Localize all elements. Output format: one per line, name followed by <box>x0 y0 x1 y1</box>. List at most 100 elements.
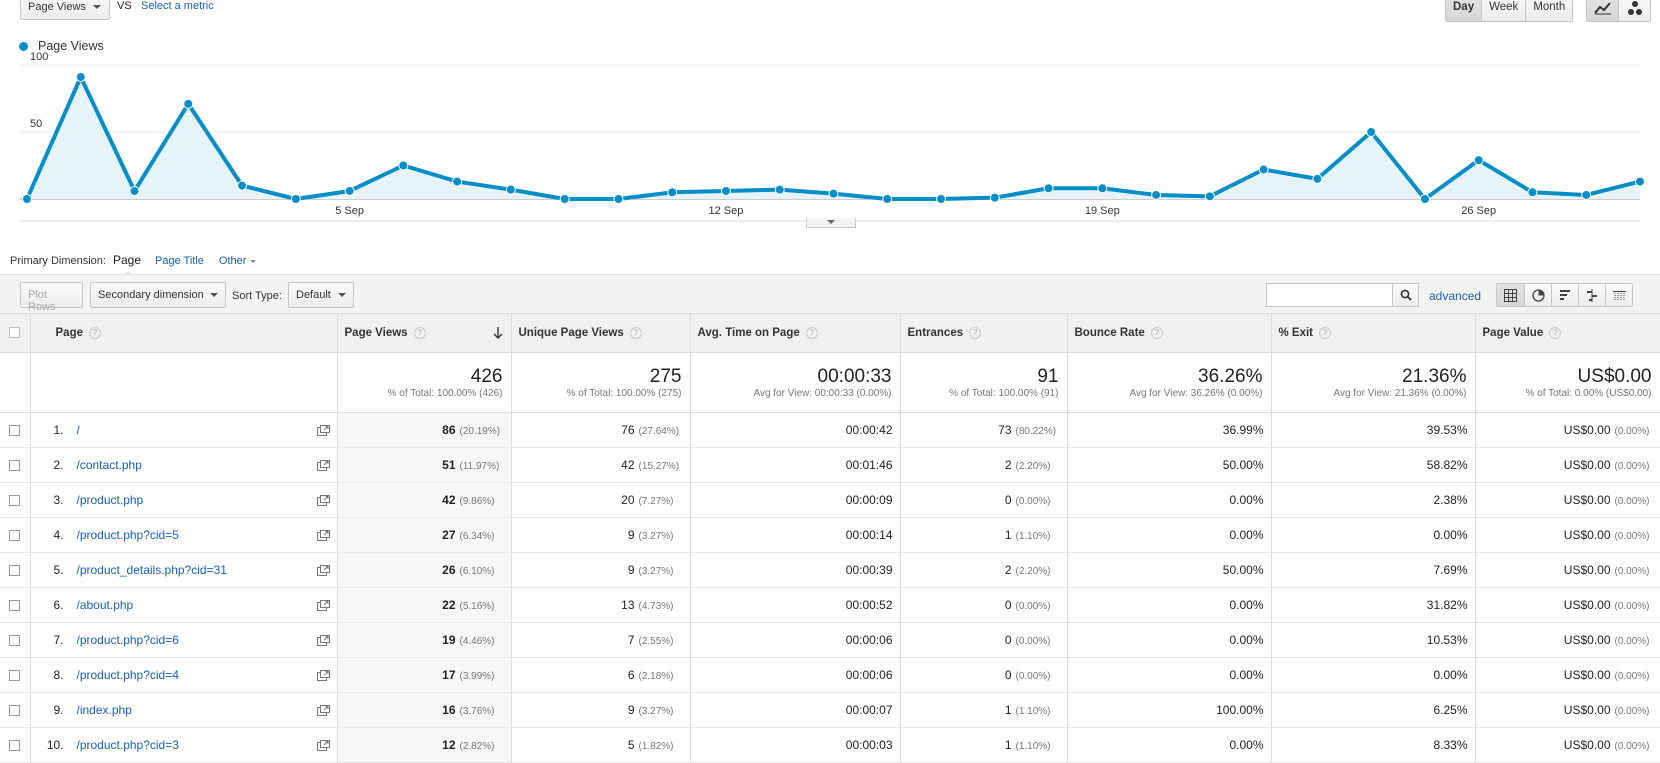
chevron-down-icon <box>210 293 218 297</box>
metric-select[interactable]: Page Views <box>20 0 110 20</box>
sort-type-select[interactable]: Default <box>288 282 354 308</box>
open-page-icon[interactable] <box>316 670 330 681</box>
open-page-icon[interactable] <box>316 705 330 716</box>
table-search-input[interactable] <box>1266 283 1403 307</box>
open-page-icon[interactable] <box>316 635 330 646</box>
table-row[interactable]: 4./product.php?cid=5 27 (6.34%) 9 (3.27%) 00:… <box>0 517 1660 553</box>
secondary-dimension-select[interactable]: Secondary dimension <box>90 282 226 308</box>
open-page-icon[interactable] <box>316 740 330 751</box>
total-unique-page-views: 275% of Total: 100.00% (275) <box>511 352 691 413</box>
help-icon[interactable]: ? <box>89 326 101 339</box>
help-icon[interactable]: ? <box>1150 326 1163 339</box>
chart-legend[interactable]: Page Views <box>19 39 104 53</box>
table-row[interactable]: 2./contact.php 51 (11.97%) 42 (15.27%) 00:01:… <box>0 447 1660 483</box>
table-row[interactable]: 9./index.php 16 (3.76%) 9 (3.27%) 00:00:07 1 (1… <box>0 692 1660 728</box>
header-unique-page-views[interactable]: Unique Page Views? <box>511 313 691 353</box>
row-checkbox[interactable] <box>9 460 21 472</box>
search-button[interactable] <box>1392 283 1419 307</box>
table-row[interactable]: 3./product.php 42 (9.86%) 20 (7.27%) 00:00:09… <box>0 482 1660 518</box>
row-number: 2. <box>53 458 64 472</box>
data-point <box>613 194 624 204</box>
page-link[interactable]: /index.php <box>76 703 132 717</box>
page-link[interactable]: /product.php?cid=3 <box>76 738 179 752</box>
avg-time-cell: 00:00:42 <box>690 412 901 448</box>
header-page-views[interactable]: Page Views? <box>337 313 512 353</box>
table-row[interactable]: 6./about.php 22 (5.16%) 13 (4.73%) 00:00:52 0(… <box>0 587 1660 623</box>
help-icon[interactable]: ? <box>413 326 426 339</box>
advanced-filter-link[interactable]: advanced <box>1429 289 1482 303</box>
pie-view-button[interactable] <box>1524 284 1551 306</box>
plot-rows-button[interactable]: Plot Rows <box>20 282 83 313</box>
row-checkbox[interactable] <box>9 425 21 437</box>
row-checkbox[interactable] <box>9 495 21 507</box>
period-month-button[interactable]: Month <box>1525 0 1572 21</box>
open-page-icon[interactable] <box>316 565 330 576</box>
select-all-checkbox[interactable] <box>9 327 21 339</box>
entrances-percent: (1.10%) <box>1015 706 1051 717</box>
row-checkbox[interactable] <box>9 530 21 542</box>
header-page-value[interactable]: Page Value? <box>1475 313 1660 353</box>
pivot-view-button[interactable] <box>1605 284 1632 306</box>
line-chart-button[interactable] <box>1587 0 1618 21</box>
exit-cell: 8.33% <box>1271 727 1476 763</box>
page-cell: 1. / <box>30 412 338 448</box>
header-page[interactable]: Page? <box>30 313 338 353</box>
page-cell: 10. /product.php?cid=3 <box>30 727 338 763</box>
unique-page-views-value: 42 <box>621 458 635 472</box>
help-icon[interactable]: ? <box>805 326 818 339</box>
select-metric-link[interactable]: Select a metric <box>141 0 214 12</box>
open-page-icon[interactable] <box>316 460 330 471</box>
motion-chart-button[interactable] <box>1618 0 1650 21</box>
page-views-cell: 12 (2.82%) <box>337 727 512 763</box>
dimension-page-title-link[interactable]: Page Title <box>155 255 204 267</box>
row-checkbox-cell <box>0 587 31 623</box>
open-page-icon[interactable] <box>316 425 330 436</box>
table-row[interactable]: 5./product_details.php?cid=31 26 (6.10%) 9(… <box>0 552 1660 588</box>
bounce-rate-cell: 0.00% <box>1067 587 1272 623</box>
help-icon[interactable]: ? <box>1319 326 1332 339</box>
header-avg-time[interactable]: Avg. Time on Page? <box>690 313 901 353</box>
open-page-icon[interactable] <box>316 600 330 611</box>
row-checkbox[interactable] <box>9 600 21 612</box>
bounce-rate-cell: 0.00% <box>1067 657 1272 693</box>
page-link[interactable]: /product.php?cid=5 <box>76 528 179 542</box>
bounce-rate-cell: 0.00% <box>1067 622 1272 658</box>
open-page-icon[interactable] <box>316 530 330 541</box>
data-point <box>1527 187 1538 198</box>
comparison-view-button[interactable] <box>1578 284 1605 306</box>
page-views-chart: 100 50 5 Sep 12 Sep 19 Sep 26 Sep <box>20 51 1645 222</box>
page-link[interactable]: / <box>76 423 80 437</box>
page-link[interactable]: /product.php <box>76 493 144 507</box>
page-link[interactable]: /contact.php <box>76 458 142 472</box>
open-page-icon[interactable] <box>316 495 330 506</box>
page-link[interactable]: /product_details.php?cid=31 <box>76 563 227 577</box>
table-row[interactable]: 8./product.php?cid=4 17 (3.99%) 6 (2.18%) 00:… <box>0 657 1660 693</box>
period-day-button[interactable]: Day <box>1446 0 1482 21</box>
performance-view-button[interactable] <box>1551 284 1578 306</box>
help-icon[interactable]: ? <box>1549 326 1562 339</box>
table-row[interactable]: 10./product.php?cid=3 12 (2.82%) 5 (1.82%) 00… <box>0 727 1660 763</box>
table-view-button[interactable] <box>1497 284 1524 306</box>
row-checkbox[interactable] <box>9 740 21 752</box>
header-entrances[interactable]: Entrances? <box>900 313 1068 353</box>
row-checkbox[interactable] <box>9 565 21 577</box>
period-week-button[interactable]: Week <box>1481 0 1525 21</box>
help-icon[interactable]: ? <box>629 326 642 339</box>
row-checkbox[interactable] <box>9 670 21 682</box>
page-link[interactable]: /product.php?cid=4 <box>76 668 179 682</box>
comparison-icon <box>1586 288 1597 302</box>
row-checkbox[interactable] <box>9 705 21 717</box>
page-link[interactable]: /product.php?cid=6 <box>76 633 179 647</box>
page-link[interactable]: /about.php <box>76 598 134 612</box>
header-bounce-rate[interactable]: Bounce Rate? <box>1067 313 1272 353</box>
page-views-percent: (3.76%) <box>459 706 495 717</box>
header-exit[interactable]: % Exit? <box>1271 313 1476 353</box>
chart-collapse-handle[interactable] <box>806 218 856 228</box>
table-row[interactable]: 1./86 (20.19%) 76 (27.64%) 00:00:42 73 (80.22%… <box>0 412 1660 448</box>
row-checkbox[interactable] <box>9 635 21 647</box>
help-icon[interactable]: ? <box>969 326 982 339</box>
unique-page-views-cell: 9 (3.27%) <box>511 552 691 588</box>
table-row[interactable]: 7./product.php?cid=6 19 (4.46%) 7 (2.55%) 00:… <box>0 622 1660 658</box>
bar-list-icon <box>1559 289 1570 300</box>
dimension-other-link[interactable]: Other <box>219 255 257 267</box>
